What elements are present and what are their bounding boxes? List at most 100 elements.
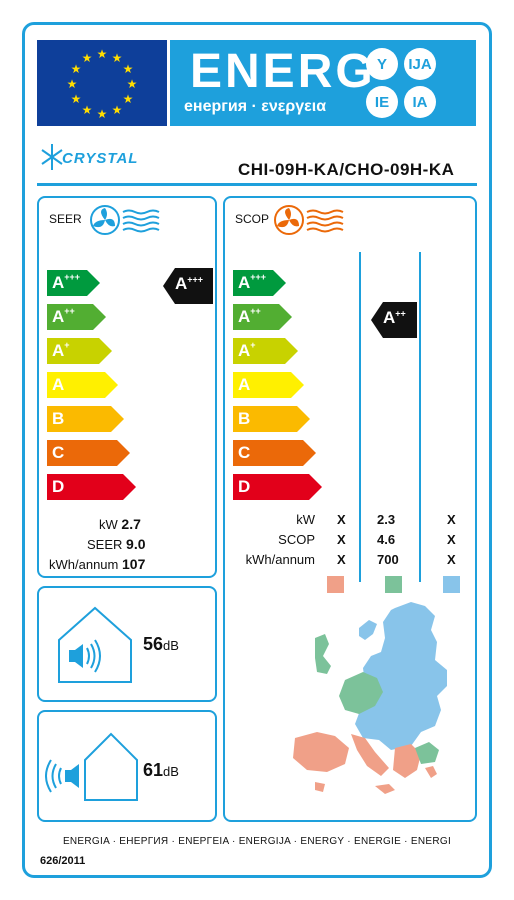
eu-star: ★ bbox=[123, 92, 134, 106]
efficiency-class-arrow: D bbox=[47, 474, 137, 500]
efficiency-class-label: C bbox=[52, 443, 65, 462]
energy-subtitle: енергия · ενεργεια bbox=[184, 98, 327, 115]
heating-row-value: X bbox=[337, 512, 346, 527]
outdoor-unit-speaker-icon bbox=[45, 732, 138, 801]
efficiency-class-arrow: C bbox=[47, 440, 131, 466]
efficiency-class-arrow: A+ bbox=[47, 338, 113, 364]
zone-warm-swatch bbox=[327, 576, 344, 593]
lang-code-y: Y bbox=[366, 48, 398, 80]
eu-star: ★ bbox=[82, 51, 93, 65]
heating-row-value: 700 bbox=[377, 552, 399, 567]
efficiency-class-arrow: A+ bbox=[233, 338, 299, 364]
eu-star: ★ bbox=[112, 103, 123, 117]
lang-code-ie: IE bbox=[366, 86, 398, 118]
energy-banner: ENERG енергия · ενεργεια Y IJA IE IA bbox=[170, 40, 476, 126]
efficiency-class-arrow: B bbox=[47, 406, 125, 432]
heating-row-value: X bbox=[447, 532, 456, 547]
outdoor-db-number: 61 bbox=[143, 760, 164, 780]
heating-row-value: 4.6 bbox=[377, 532, 396, 547]
footer-languages: ENERGIA · ЕНЕРГИЯ · ΕΝΕΡΓΕΙΑ · ENERGIJA … bbox=[62, 836, 452, 847]
cooling-rating-text: A+++ bbox=[175, 274, 204, 293]
efficiency-class-label: B bbox=[238, 409, 251, 428]
eu-star: ★ bbox=[71, 92, 82, 106]
heating-row-label: kWh/annum bbox=[245, 552, 315, 567]
indoor-noise-panel: 56dB bbox=[37, 586, 217, 702]
efficiency-class-label: A+++ bbox=[52, 272, 81, 292]
eu-flag: ★ ★ ★ ★ ★ ★ ★ ★ ★ ★ ★ ★ bbox=[37, 40, 167, 126]
indoor-db-number: 56 bbox=[143, 634, 164, 654]
eu-star: ★ bbox=[112, 51, 123, 65]
annual-label: kWh/annum bbox=[49, 557, 119, 572]
cooling-kw-row: kW 2.7 bbox=[99, 516, 141, 532]
efficiency-class-arrow: A+++ bbox=[233, 270, 287, 296]
annual-value: 107 bbox=[122, 556, 146, 572]
seer-row-label: SEER bbox=[87, 537, 123, 552]
eu-star: ★ bbox=[97, 47, 108, 61]
efficiency-class-arrow: A++ bbox=[233, 304, 293, 330]
eu-stars-icon: ★ ★★★★★★★★★★★ bbox=[67, 47, 138, 121]
eu-star: ★ bbox=[82, 103, 93, 117]
regulation-number: 626/2011 bbox=[40, 855, 86, 867]
efficiency-class-arrow: D bbox=[233, 474, 323, 500]
heating-row-label: SCOP bbox=[278, 532, 315, 547]
fan-heat-icon bbox=[274, 205, 344, 235]
indoor-unit-speaker-icon bbox=[58, 606, 132, 683]
efficiency-class-label: C bbox=[238, 443, 251, 462]
indoor-db-unit: dB bbox=[163, 638, 179, 653]
efficiency-class-arrow: A+++ bbox=[47, 270, 101, 296]
efficiency-class-label: A++ bbox=[238, 306, 261, 326]
cooling-annual-row: kWh/annum 107 bbox=[49, 556, 145, 572]
heating-rating-text: A++ bbox=[383, 308, 406, 327]
brand-name: CRYSTAL bbox=[62, 150, 139, 167]
snowflake-icon bbox=[41, 144, 63, 170]
efficiency-class-label: D bbox=[238, 477, 251, 496]
heating-row-label: kW bbox=[296, 512, 315, 527]
efficiency-class-label: A++ bbox=[52, 306, 75, 326]
column-divider-2 bbox=[419, 252, 421, 582]
heating-row-value: 2.3 bbox=[377, 512, 396, 527]
efficiency-class-arrow: A bbox=[47, 372, 119, 398]
efficiency-class-label: A bbox=[52, 375, 65, 394]
eu-star: ★ bbox=[71, 62, 82, 76]
heating-row-value: X bbox=[337, 532, 346, 547]
cooling-panel: SEER A+++ A++ A+ A B C D A+++ kW 2.7 SEER 9.0 … bbox=[37, 196, 217, 578]
zone-average-swatch bbox=[385, 576, 402, 593]
efficiency-class-label: A+ bbox=[52, 340, 70, 360]
kw-label: kW bbox=[99, 517, 118, 532]
outdoor-noise-value: 61dB bbox=[143, 760, 179, 781]
outdoor-db-unit: dB bbox=[163, 764, 179, 779]
header-divider bbox=[37, 183, 477, 186]
outdoor-noise-panel: 61dB bbox=[37, 710, 217, 822]
eu-star: ★ bbox=[127, 77, 138, 91]
indoor-noise-value: 56dB bbox=[143, 634, 179, 655]
kw-value: 2.7 bbox=[121, 516, 141, 532]
efficiency-class-label: D bbox=[52, 477, 65, 496]
fan-cool-icon bbox=[90, 205, 160, 235]
column-divider-1 bbox=[359, 252, 361, 582]
efficiency-class-label: A+++ bbox=[238, 272, 267, 292]
efficiency-class-label: A bbox=[238, 375, 251, 394]
eu-star: ★ bbox=[123, 62, 134, 76]
seer-label: SEER bbox=[49, 212, 82, 226]
model-number: CHI-09H-KA/CHO-09H-KA bbox=[238, 160, 455, 179]
efficiency-class-arrow: A++ bbox=[47, 304, 107, 330]
heating-row-value: X bbox=[337, 552, 346, 567]
efficiency-class-arrow: B bbox=[233, 406, 311, 432]
efficiency-class-label: B bbox=[52, 409, 65, 428]
efficiency-class-arrow: C bbox=[233, 440, 317, 466]
lang-code-ija: IJA bbox=[404, 48, 436, 80]
heating-row-value: X bbox=[447, 552, 456, 567]
scop-label: SCOP bbox=[235, 212, 270, 226]
eu-star: ★ bbox=[67, 77, 78, 91]
heating-row-value: X bbox=[447, 512, 456, 527]
zone-cold-swatch bbox=[443, 576, 460, 593]
cooling-seer-row: SEER 9.0 bbox=[87, 536, 146, 552]
brand-logo: CRYSTAL bbox=[40, 138, 160, 178]
energy-title: ENERG bbox=[190, 45, 376, 98]
efficiency-class-arrow: A bbox=[233, 372, 305, 398]
europe-climate-map bbox=[293, 602, 447, 794]
lang-code-ia: IA bbox=[404, 86, 436, 118]
label-frame bbox=[22, 22, 492, 878]
eu-star: ★ bbox=[97, 107, 108, 121]
